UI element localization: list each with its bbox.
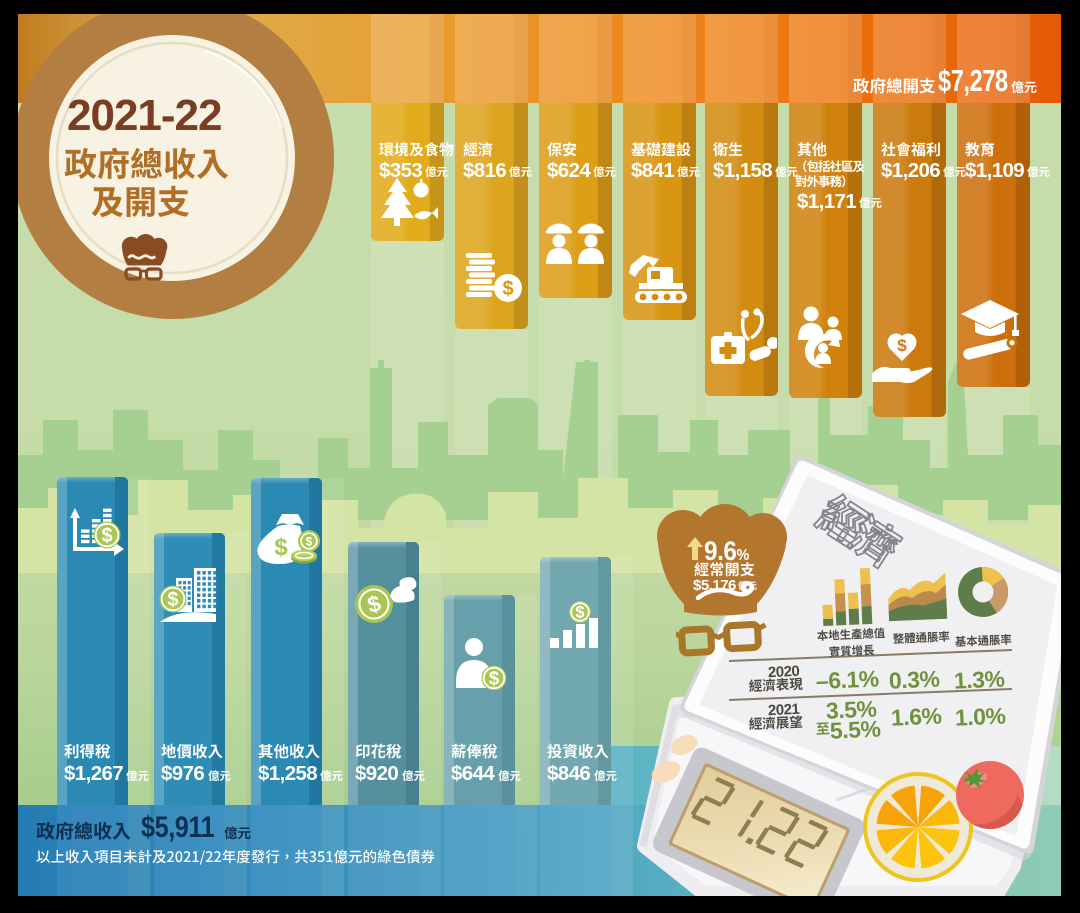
svg-text:$: $	[575, 604, 584, 622]
svg-text:$: $	[489, 668, 500, 689]
svg-text:$: $	[101, 525, 112, 547]
svg-text:$: $	[274, 534, 288, 561]
svg-text:$: $	[167, 589, 178, 611]
svg-text:$: $	[502, 278, 513, 300]
svg-text:$: $	[897, 336, 907, 355]
svg-text:$: $	[306, 535, 313, 549]
svg-text:$: $	[365, 590, 384, 618]
